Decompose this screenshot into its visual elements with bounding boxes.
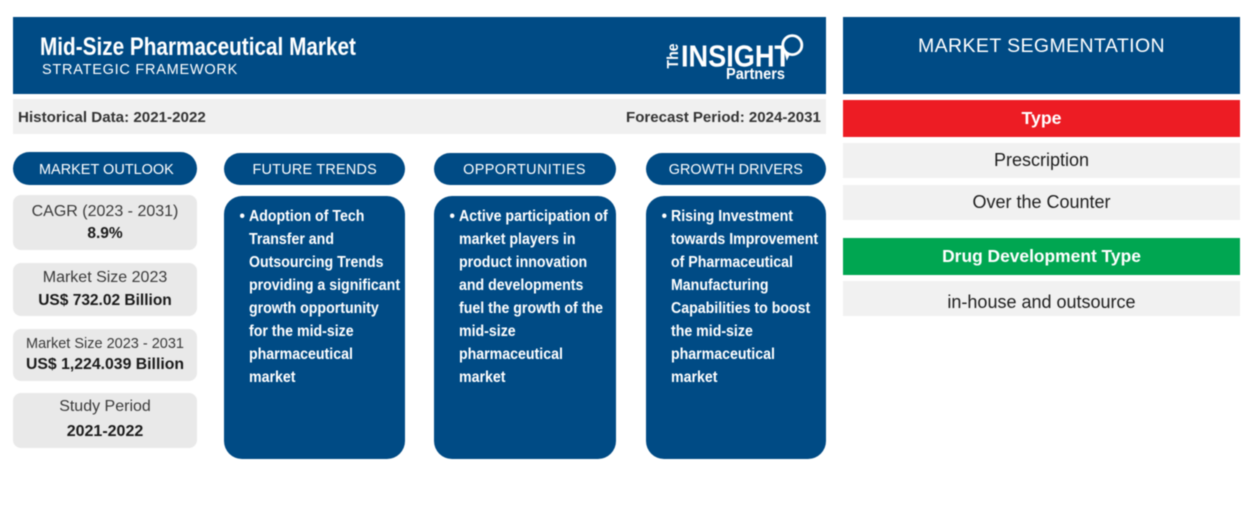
svg-text:The: The	[665, 43, 682, 68]
svg-text:INSIGHT: INSIGHT	[681, 39, 791, 74]
svg-text:Partners: Partners	[726, 66, 785, 83]
